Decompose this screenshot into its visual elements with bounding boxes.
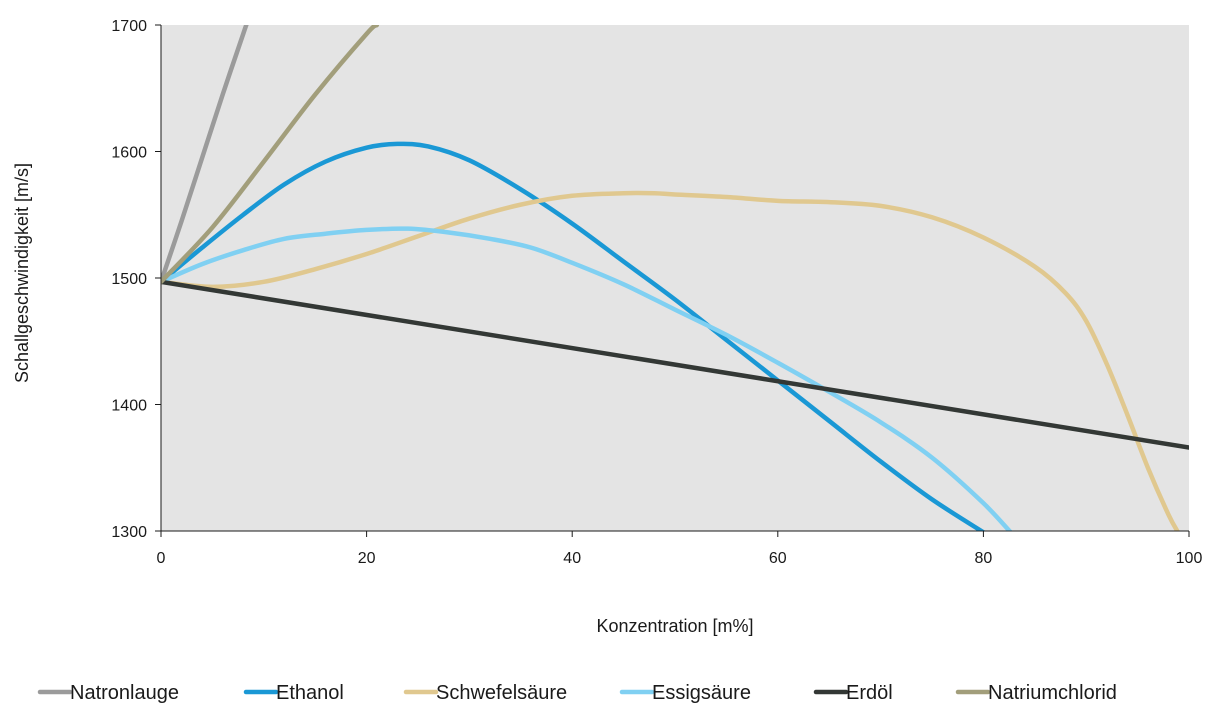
series-line-erdoel xyxy=(161,279,1189,450)
legend-label-natriumchlorid: Natriumchlorid xyxy=(988,682,1117,704)
legend-label-schwefelsaeure: Schwefelsäure xyxy=(436,682,567,704)
plot-area xyxy=(161,25,1189,531)
x-tick-label: 20 xyxy=(358,550,376,567)
y-tick-label: 1300 xyxy=(111,524,147,541)
x-tick-label: 80 xyxy=(975,550,993,567)
x-tick-label: 40 xyxy=(563,550,581,567)
series-line-natriumchlorid xyxy=(161,25,380,285)
y-tick-label: 1600 xyxy=(111,145,147,162)
series-line-schwefelsaeure xyxy=(161,190,1180,531)
legend-label-essigsaeure: Essigsäure xyxy=(652,682,751,704)
y-tick-label: 1700 xyxy=(111,18,147,35)
y-tick-label: 1400 xyxy=(111,398,147,415)
x-tick-label: 100 xyxy=(1176,550,1203,567)
series-line-essigsaeure xyxy=(161,226,1013,531)
legend-label-ethanol: Ethanol xyxy=(276,682,344,704)
legend-label-erdoel: Erdöl xyxy=(846,682,893,704)
axes: 1300 1400 1500 1600 1700 0 20 40 60 80 100 xyxy=(111,18,1202,567)
x-tick-label: 0 xyxy=(157,550,166,567)
legend: Natronlauge Ethanol Schwefelsäure Essigsäur… xyxy=(37,682,1117,704)
y-axis-title: Schallgeschwindigkeit [m/s] xyxy=(12,163,32,383)
legend-label-natronlauge: Natronlauge xyxy=(70,682,179,704)
series-line-ethanol xyxy=(161,141,986,531)
y-tick-label: 1500 xyxy=(111,271,147,288)
series-layer xyxy=(161,25,1189,531)
x-axis-title: Konzentration [m%] xyxy=(596,616,753,636)
x-tick-label: 60 xyxy=(769,550,787,567)
series-line-natronlauge xyxy=(161,25,249,285)
